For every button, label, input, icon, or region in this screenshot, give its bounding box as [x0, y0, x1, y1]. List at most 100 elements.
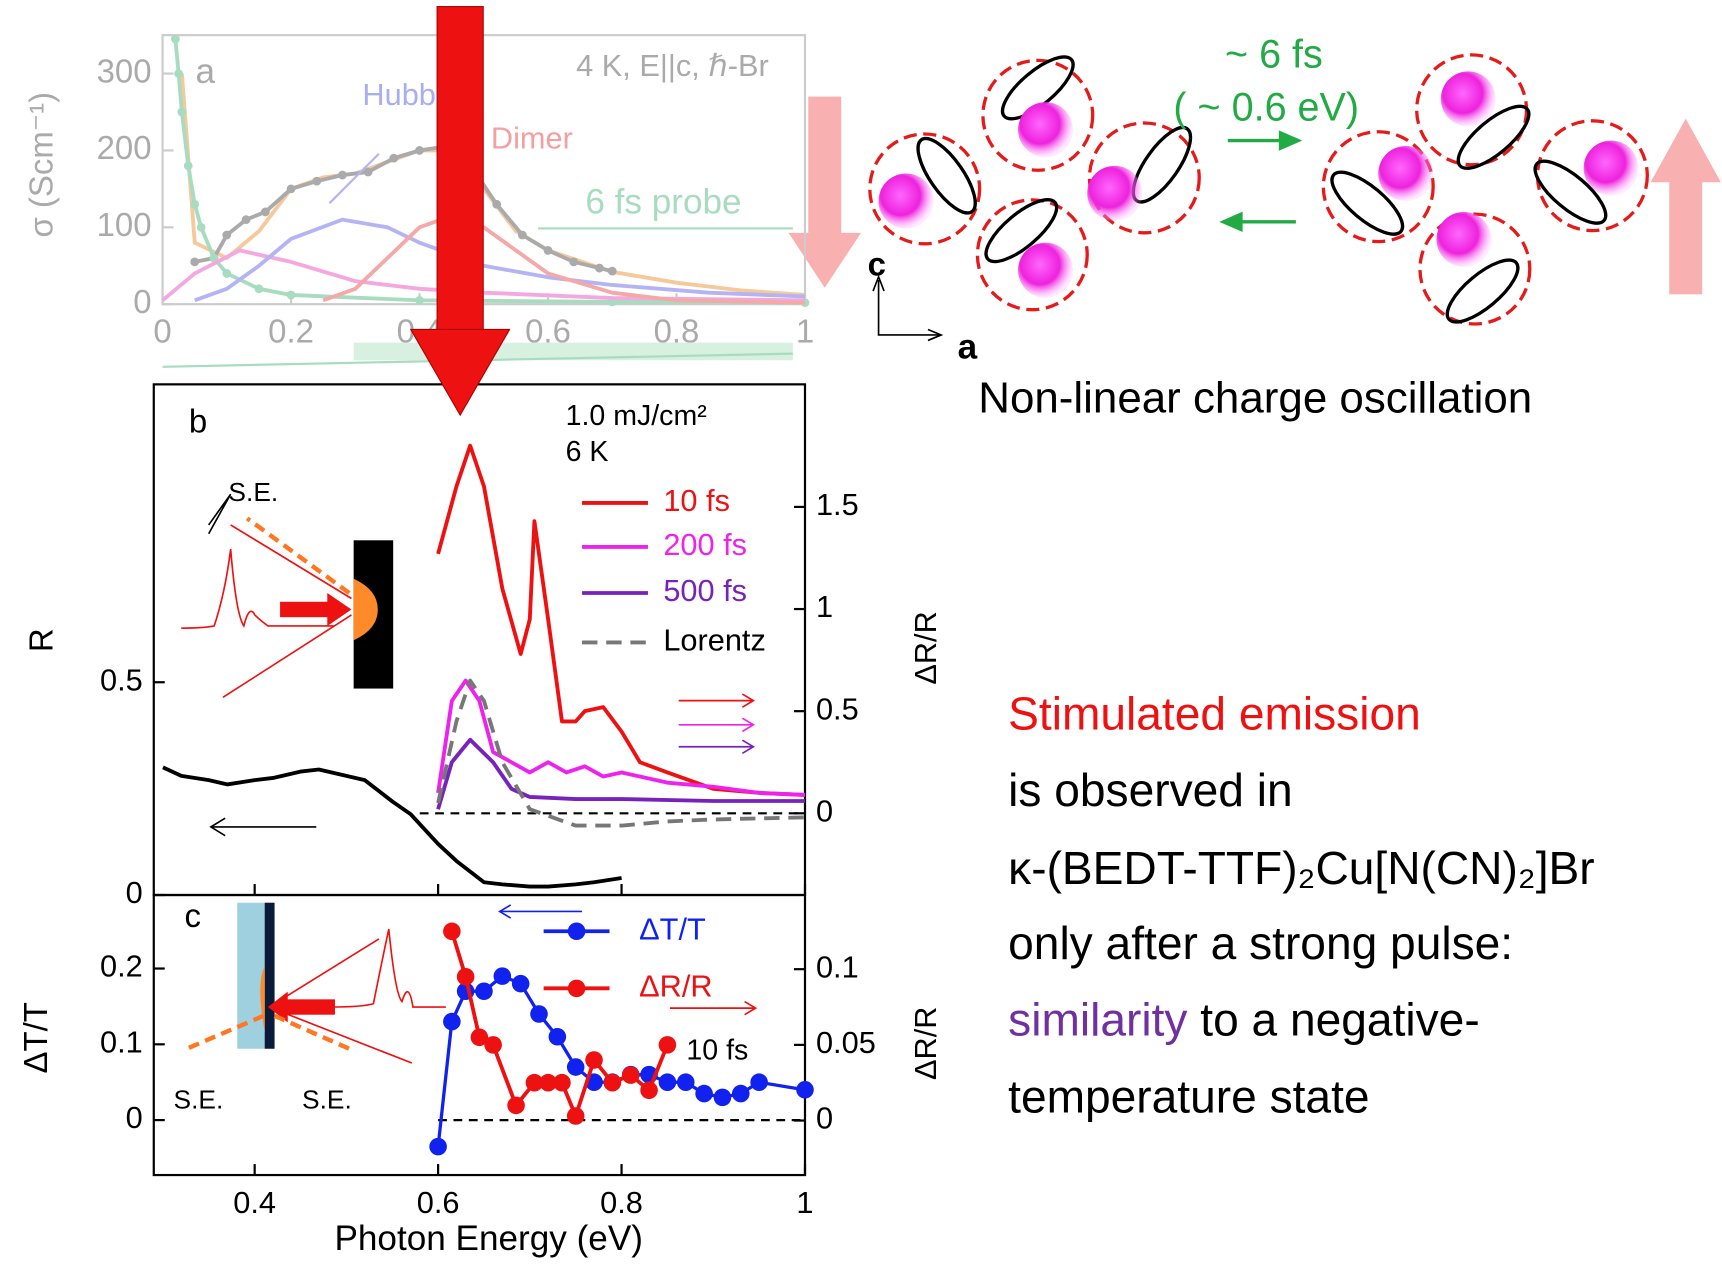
data-point	[621, 1066, 640, 1084]
series-line	[436, 678, 806, 828]
annotation: c	[185, 897, 201, 934]
legend-label: ΔR/R	[639, 968, 712, 1003]
data-point	[338, 170, 347, 180]
x-tick-label: 0.2	[268, 313, 314, 350]
data-point	[484, 1036, 502, 1054]
annotation: 1.0 mJ/cm²	[566, 400, 707, 432]
data-point	[363, 167, 373, 177]
x-tick-label: 1	[796, 313, 814, 350]
y-tick-label: 300	[97, 52, 152, 89]
data-point	[222, 230, 232, 240]
data-point	[585, 1051, 603, 1069]
data-point	[241, 215, 251, 225]
annotation: a	[196, 52, 216, 91]
data-point	[429, 1137, 447, 1156]
text-segment: to a negative-	[1187, 994, 1479, 1046]
annotation: 4 K, E||c, ℏ-Br	[576, 48, 769, 83]
y-tick-label: 0.1	[100, 1024, 143, 1059]
data-point	[732, 1084, 750, 1103]
data-point	[177, 107, 187, 117]
data-point	[553, 1073, 571, 1092]
data-point	[511, 974, 530, 993]
data-point	[196, 222, 206, 232]
y2-tick-label: 0.1	[816, 949, 859, 984]
annotation: 6 K	[566, 436, 609, 468]
y-tick-label: 0.2	[100, 949, 143, 984]
highlight-line: Stimulated emission	[1008, 687, 1421, 739]
y2-axis-title: ΔR/R	[908, 1007, 943, 1080]
y2-tick-label: 0.05	[816, 1025, 876, 1060]
annotation: Dimer	[491, 121, 573, 156]
data-point	[389, 153, 399, 163]
axis-a-label: a	[958, 328, 978, 367]
period-label: ~ 6 fs	[1225, 33, 1323, 77]
series-line	[194, 217, 806, 303]
data-point	[530, 1005, 548, 1023]
data-point	[539, 1073, 557, 1092]
legend-label: 200 fs	[663, 527, 747, 562]
data-point	[456, 967, 475, 986]
y-tick-label: 0	[133, 283, 151, 320]
probe-arrow	[328, 152, 380, 204]
data-point	[566, 1107, 585, 1125]
data-point	[658, 1073, 677, 1091]
y2-tick-label: 0.5	[816, 691, 859, 726]
text-line: only after a strong pulse:	[1008, 917, 1513, 969]
data-point	[222, 269, 232, 278]
data-point	[566, 1058, 585, 1076]
data-point	[260, 207, 270, 217]
similarity-word: similarity	[1008, 994, 1187, 1046]
text-line: is observed in	[1008, 764, 1293, 816]
legend-label: 10 fs	[663, 483, 730, 518]
data-point	[525, 1073, 544, 1092]
conclusion-text: Stimulated emission is observed in κ-(BE…	[1008, 687, 1594, 1122]
y2-tick-label: 1.5	[816, 487, 859, 522]
y-tick-label: 0.5	[100, 662, 143, 697]
x-axis-title: Photon Energy (eV)	[334, 1219, 643, 1258]
data-point	[312, 176, 322, 186]
data-point	[548, 1027, 567, 1046]
data-point	[415, 295, 424, 305]
series-line	[436, 443, 806, 797]
energy-label: ( ~ 0.6 eV)	[1173, 85, 1359, 129]
dimer-diagram: ~ 6 fs ( ~ 0.6 eV) c a Non-linear charge…	[868, 33, 1649, 422]
data-point	[543, 245, 553, 255]
annotation: b	[189, 403, 207, 440]
annotation: S.E.	[228, 477, 278, 507]
data-point	[209, 253, 219, 263]
series-line	[436, 678, 806, 797]
panel: 0.4 0.6 0.8 1 0 0.1 0.2 0 0.05 0.1 ΔT/T ΔR/R c 10 fs S…	[17, 893, 943, 1258]
annotation: 10 fs	[686, 1035, 748, 1067]
x-tick-label: 0.4	[233, 1185, 276, 1220]
data-point	[517, 230, 527, 240]
data-point	[475, 982, 493, 1001]
data-point	[183, 161, 193, 171]
y2-tick-label: 1	[816, 589, 833, 624]
state-arrows	[788, 96, 1721, 295]
series-line	[161, 248, 806, 303]
data-point	[190, 199, 200, 209]
y-tick-label: 0	[126, 1100, 143, 1135]
text-line: similarity to a negative-	[1008, 994, 1480, 1046]
data-point	[286, 290, 296, 300]
legend-label: 500 fs	[663, 573, 747, 608]
x-tick-label: 1	[796, 1185, 813, 1220]
data-point	[443, 922, 461, 941]
legend-marker	[567, 922, 586, 941]
data-point	[658, 1036, 677, 1054]
y2-tick-label: 0	[816, 1101, 833, 1136]
annotation: 6 fs probe	[585, 183, 741, 222]
data-point	[174, 69, 184, 78]
data-point	[796, 1081, 814, 1099]
pump-arrow	[409, 6, 511, 417]
data-point	[676, 1073, 695, 1091]
data-point	[443, 1012, 461, 1031]
annotation: S.E.	[174, 1084, 224, 1114]
x-tick-label: 0.8	[600, 1185, 643, 1220]
text-line: temperature state	[1008, 1071, 1369, 1123]
data-point	[595, 263, 604, 273]
series-line	[162, 765, 622, 889]
y2-axis-title: ΔR/R	[908, 611, 943, 684]
